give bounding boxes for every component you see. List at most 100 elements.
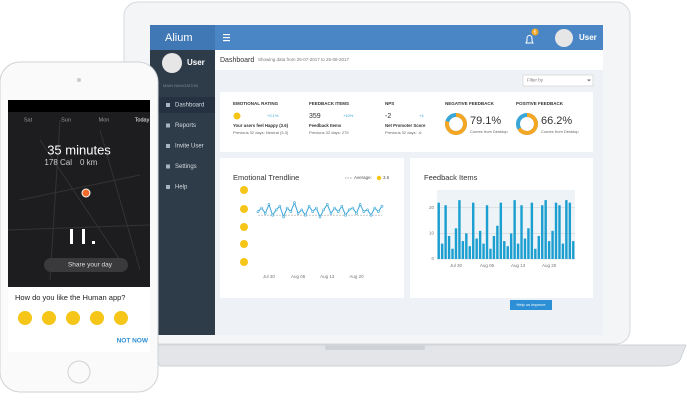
kpi-title: FEEDBACK ITEMS (309, 101, 349, 106)
kpi-line2: Previous 32 days: 275 (309, 130, 349, 135)
kpi-title: EMOTIONAL RATING (233, 101, 279, 106)
help-button[interactable] (510, 300, 552, 310)
bar (561, 243, 565, 259)
emoji[interactable] (18, 311, 32, 325)
badge (531, 28, 539, 36)
bar (530, 202, 534, 259)
day-tab: Sun (61, 117, 71, 123)
plot-bg (437, 190, 575, 259)
bar (447, 235, 451, 259)
nav-item: Dashboard (175, 103, 204, 109)
trend-point (380, 204, 384, 208)
day-tab: Sat (24, 117, 33, 123)
trend-point (322, 208, 325, 212)
menu-icon[interactable] (223, 34, 230, 42)
activity-bar (82, 229, 85, 244)
trend-point (274, 208, 278, 212)
x-tick-label: Aug 13 (511, 263, 526, 268)
bar (451, 248, 454, 259)
top-user: User (579, 33, 597, 42)
nav-item: Help (175, 185, 188, 191)
bar (458, 200, 461, 259)
kpi-line1: Net Promoter Score (385, 123, 426, 128)
bar (520, 205, 523, 259)
not-now[interactable]: NOT NOW (117, 338, 149, 345)
bar (506, 246, 509, 259)
emoji[interactable] (42, 311, 56, 325)
y-tick-label: 20 (429, 205, 435, 210)
nav-icon (166, 103, 170, 107)
bar (472, 202, 475, 259)
header (215, 50, 603, 70)
bar (485, 205, 489, 259)
trend-point (278, 204, 282, 208)
trend-point (307, 204, 311, 208)
bar (547, 241, 551, 259)
kpi-value: -2 (385, 113, 391, 120)
bar (437, 202, 440, 259)
bar (537, 235, 540, 259)
bar (499, 202, 503, 259)
emoji[interactable] (114, 311, 128, 325)
day-tab: Mon (99, 117, 110, 123)
emoji[interactable] (66, 311, 80, 325)
kpi-title: NPS (385, 101, 394, 106)
face-icon (240, 186, 248, 194)
trend-point (315, 206, 318, 210)
nav-active (150, 97, 215, 113)
x-tick-label: Aug 06 (480, 263, 495, 268)
trend-point (344, 213, 347, 217)
nav-icon (166, 185, 170, 189)
face-icon (240, 223, 248, 231)
share-button[interactable] (44, 258, 128, 272)
nav-icon (166, 144, 170, 148)
x-tick-label: Aug 20 (542, 263, 557, 268)
kpi-line2: Previous 32 days: Neutral (3.3) (233, 130, 289, 135)
location-dot (81, 188, 91, 198)
donut-value: 79.1% (470, 115, 501, 127)
trend-point (362, 210, 366, 213)
sidebar (150, 50, 215, 335)
logo-area (150, 25, 215, 50)
trend-point (293, 201, 296, 204)
camera (77, 78, 81, 82)
filter-label: Filter by (527, 78, 544, 83)
trend-point (358, 203, 362, 206)
trend-point (340, 204, 344, 208)
bar (509, 233, 513, 259)
filter[interactable] (522, 74, 594, 87)
bar (513, 200, 516, 259)
trend-point (296, 212, 300, 215)
bar (496, 225, 499, 259)
emoji-row (18, 311, 128, 325)
trend-point (333, 206, 336, 210)
donut-note: Comes from Desktop (541, 129, 579, 134)
home-button[interactable] (67, 360, 91, 384)
activity-bar (70, 229, 73, 244)
emoji[interactable] (90, 311, 104, 325)
kpi-change: +10% (343, 113, 354, 118)
bar (554, 202, 558, 259)
face-icon (240, 258, 248, 266)
trend-point (373, 206, 377, 210)
bar (558, 205, 561, 259)
bar (461, 241, 465, 259)
trend-point (311, 210, 315, 213)
page-title: Dashboard (220, 57, 254, 64)
trend-point (366, 208, 369, 212)
kpi-emoji (233, 112, 241, 120)
y-tick-label: 10 (429, 231, 435, 236)
trend-point (300, 208, 304, 212)
nav-icon (166, 123, 170, 128)
nav-item: Invite User (175, 144, 204, 150)
trend-point (355, 212, 358, 215)
donut-title: NEGATIVE FEEDBACK (445, 101, 495, 106)
avg-icon (376, 175, 382, 181)
kpi-change: +4 (419, 113, 424, 118)
avatar[interactable] (555, 29, 573, 47)
bar (475, 238, 478, 259)
face-icon (240, 240, 248, 248)
bell[interactable] (525, 35, 534, 44)
